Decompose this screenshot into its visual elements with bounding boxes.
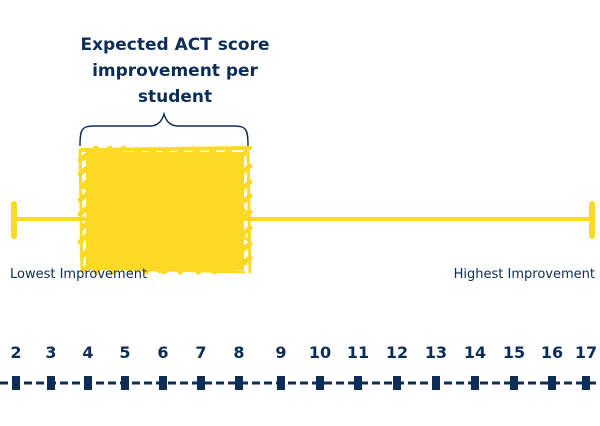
tick-mark-16	[548, 376, 556, 390]
tick-label-7: 7	[195, 343, 207, 362]
tick-mark-8	[235, 376, 243, 390]
tick-mark-12	[393, 376, 401, 390]
tick-mark-11	[354, 376, 362, 390]
tick-mark-13	[432, 376, 440, 390]
tick-label-16: 16	[540, 343, 564, 362]
tick-label-12: 12	[385, 343, 409, 362]
tick-label-3: 3	[45, 343, 57, 362]
tick-mark-7	[197, 376, 205, 390]
diagram-title: Expected ACT score improvement per stude…	[80, 35, 270, 107]
tick-mark-17	[582, 376, 590, 390]
tick-mark-2	[12, 376, 20, 390]
number-line-ticks	[12, 376, 590, 390]
highest-improvement-label: Highest Improvement	[454, 267, 595, 283]
tick-mark-10	[316, 376, 324, 390]
tick-label-6: 6	[157, 343, 169, 362]
lowest-improvement-text: Lowest Improvement	[10, 267, 148, 282]
range-brace	[79, 111, 249, 147]
tick-label-10: 10	[308, 343, 332, 362]
tick-label-13: 13	[424, 343, 448, 362]
tick-label-15: 15	[502, 343, 526, 362]
tick-label-9: 9	[275, 343, 287, 362]
tick-label-2: 2	[10, 343, 22, 362]
tick-mark-5	[121, 376, 129, 390]
tick-label-8: 8	[233, 343, 245, 362]
lowest-improvement-label: Lowest Improvement	[10, 267, 147, 283]
tick-label-17: 17	[574, 343, 598, 362]
tick-mark-14	[471, 376, 479, 390]
tick-mark-3	[47, 376, 55, 390]
range-highlight	[77, 145, 253, 275]
tick-label-5: 5	[119, 343, 131, 362]
tick-label-14: 14	[463, 343, 487, 362]
tick-label-11: 11	[346, 343, 370, 362]
tick-mark-15	[510, 376, 518, 390]
tick-label-4: 4	[82, 343, 94, 362]
tick-mark-9	[277, 376, 285, 390]
tick-mark-4	[84, 376, 92, 390]
highest-improvement-text: Highest Improvement	[453, 267, 595, 282]
tick-mark-6	[159, 376, 167, 390]
